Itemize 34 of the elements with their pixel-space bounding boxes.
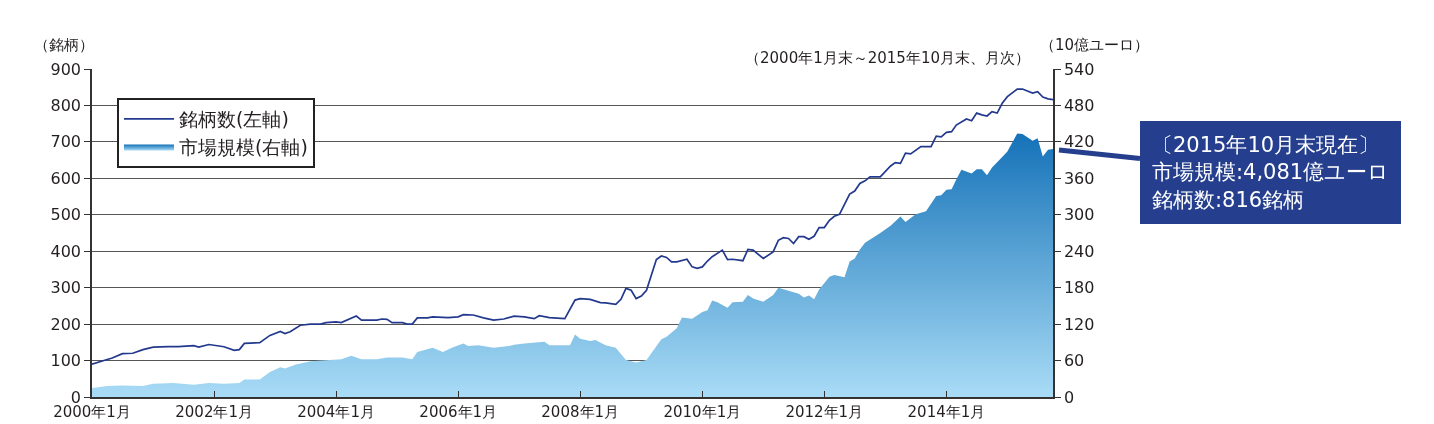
y2-tick-label: 540 xyxy=(1063,59,1095,79)
y2-tick-label: 180 xyxy=(1063,278,1095,298)
y-tick-label: 800 xyxy=(50,96,82,116)
x-tick-label: 2004年1月 xyxy=(297,402,375,421)
y-tick-label: 900 xyxy=(50,59,82,79)
y-tick-label: 100 xyxy=(50,351,82,371)
y-tick-label: 200 xyxy=(50,314,82,334)
line-series xyxy=(92,88,1053,366)
legend-label: 銘柄数(左軸) xyxy=(179,108,289,131)
y2-tick-label: 0 xyxy=(1063,387,1075,407)
y-tick-label: 300 xyxy=(50,278,82,298)
x-tick-label: 2014年1月 xyxy=(907,402,986,421)
x-tick-label: 2008年1月 xyxy=(541,402,620,421)
text: 〔2015年10月末現在〕市場規模:4,081億ユーロ銘柄数:816銘柄 xyxy=(1152,133,1390,212)
chart-subtitle: （2000年1月末～2015年10月末、月次） xyxy=(745,49,1030,67)
y2-tick-label: 360 xyxy=(1063,168,1095,188)
x-tick-label: 2012年1月 xyxy=(785,402,864,421)
y-tick-label: 700 xyxy=(50,132,82,152)
x-tick-label: 2006年1月 xyxy=(419,402,498,421)
y-tick-label: 400 xyxy=(50,241,82,261)
y2-axis-title: （10億ユーロ） xyxy=(1040,36,1150,54)
y2-tick-label: 60 xyxy=(1063,351,1085,371)
y2-tick-label: 120 xyxy=(1063,314,1095,334)
y2-tick-label: 480 xyxy=(1063,96,1095,116)
y-tick-label: 600 xyxy=(50,168,82,188)
x-tick-label: 2000年1月 xyxy=(53,402,131,421)
legend-label: 市場規模(右軸) xyxy=(179,135,308,158)
y2-tick-label: 420 xyxy=(1063,132,1095,152)
x-tick-label: 2010年1月 xyxy=(663,402,742,421)
y-axis-title: （銘柄） xyxy=(34,36,94,54)
y2-tick-label: 240 xyxy=(1063,241,1095,261)
y2-tick-label: 300 xyxy=(1063,205,1095,225)
y-tick-label: 500 xyxy=(50,205,82,225)
x-tick-label: 2002年1月 xyxy=(175,402,253,421)
